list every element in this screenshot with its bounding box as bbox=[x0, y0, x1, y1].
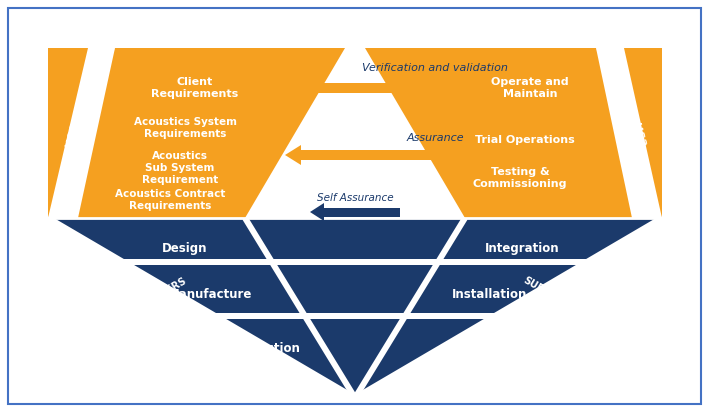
Polygon shape bbox=[352, 216, 467, 400]
Polygon shape bbox=[215, 313, 495, 319]
Text: Testing &
Commissioning: Testing & Commissioning bbox=[473, 167, 567, 189]
Text: Acoustics
Sub System
Requirement: Acoustics Sub System Requirement bbox=[142, 151, 218, 185]
Polygon shape bbox=[242, 216, 357, 400]
Polygon shape bbox=[596, 48, 662, 218]
Polygon shape bbox=[48, 48, 115, 218]
Text: Installation: Installation bbox=[452, 288, 527, 302]
Text: Assurance: Assurance bbox=[406, 133, 464, 143]
Polygon shape bbox=[48, 48, 345, 218]
Polygon shape bbox=[48, 48, 115, 218]
Text: SUPPLIERS: SUPPLIERS bbox=[522, 276, 579, 314]
Text: HS2: HS2 bbox=[630, 122, 646, 148]
Polygon shape bbox=[123, 259, 587, 265]
Polygon shape bbox=[365, 48, 662, 218]
Polygon shape bbox=[308, 182, 402, 218]
Text: Construction: Construction bbox=[216, 342, 301, 354]
Text: Verification and validation: Verification and validation bbox=[362, 63, 508, 73]
Text: SUPPLIERS: SUPPLIERS bbox=[131, 276, 189, 314]
Text: Client
Requirements: Client Requirements bbox=[152, 77, 239, 99]
Polygon shape bbox=[596, 48, 662, 218]
Text: Integration: Integration bbox=[485, 241, 559, 255]
Text: Acoustics Contract
Requirements: Acoustics Contract Requirements bbox=[115, 189, 225, 211]
Text: Manufacture: Manufacture bbox=[168, 288, 252, 302]
Text: HS2: HS2 bbox=[64, 122, 80, 148]
Polygon shape bbox=[47, 215, 357, 400]
Text: Design: Design bbox=[162, 241, 208, 255]
Polygon shape bbox=[301, 150, 580, 160]
Polygon shape bbox=[324, 208, 400, 216]
Text: Acoustics System
Requirements: Acoustics System Requirements bbox=[133, 117, 237, 139]
Text: Self Assurance: Self Assurance bbox=[317, 193, 393, 203]
Text: Operate and
Maintain: Operate and Maintain bbox=[491, 77, 569, 99]
Text: Trial Operations: Trial Operations bbox=[475, 135, 575, 145]
Polygon shape bbox=[354, 215, 664, 400]
Polygon shape bbox=[301, 83, 580, 93]
Polygon shape bbox=[310, 203, 324, 221]
Polygon shape bbox=[285, 145, 301, 165]
Polygon shape bbox=[48, 218, 662, 398]
Polygon shape bbox=[285, 78, 301, 98]
